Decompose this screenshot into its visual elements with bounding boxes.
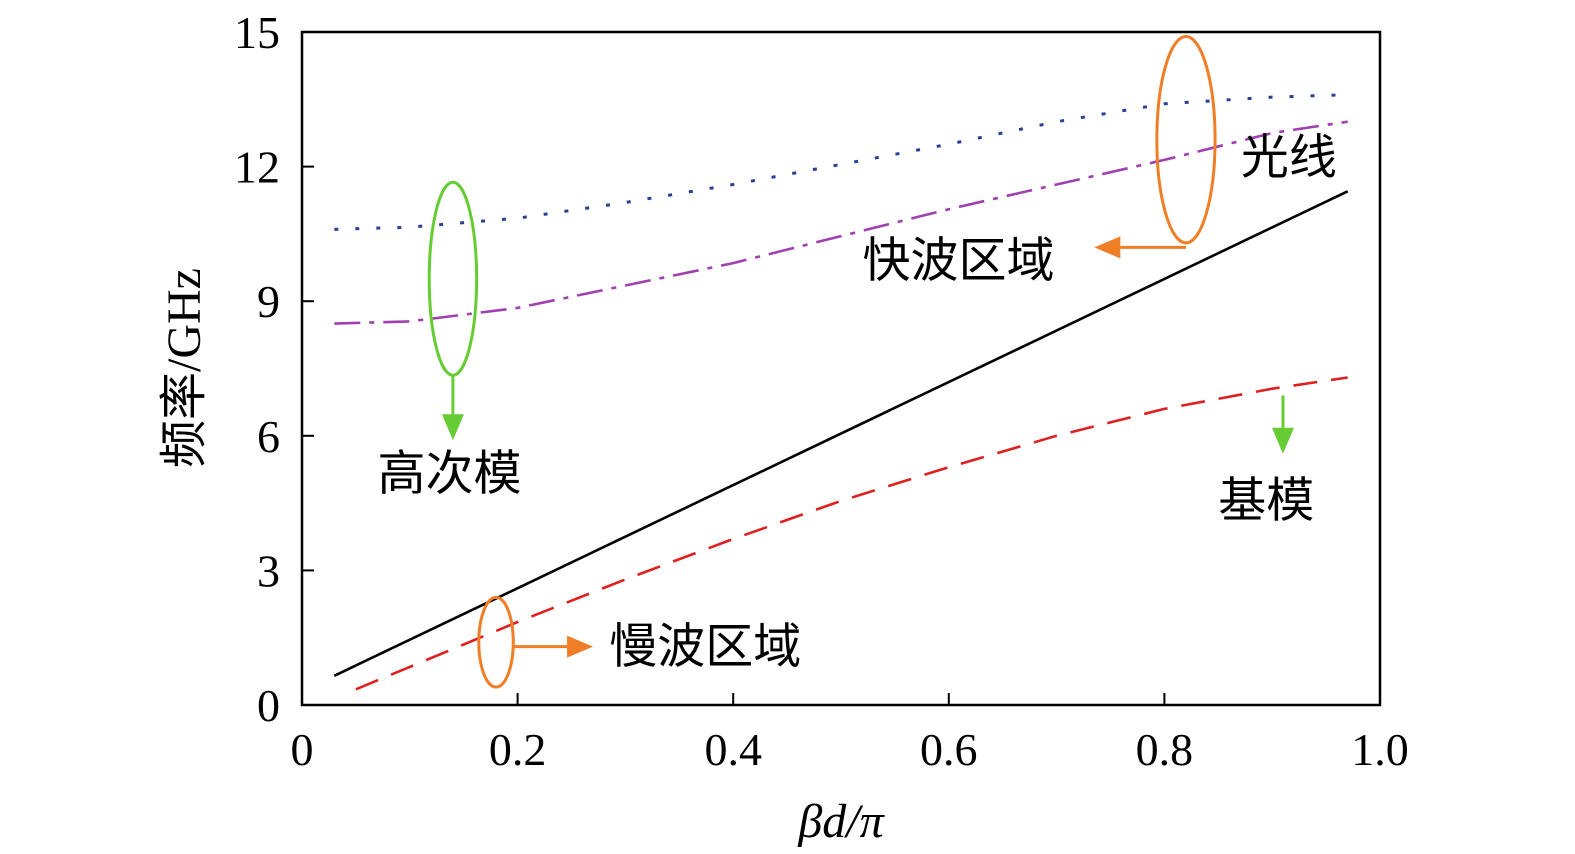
- high-order-ellipse: [427, 180, 479, 377]
- y-tick-label: 3: [257, 545, 280, 596]
- slow-wave-ellipse: [477, 595, 515, 689]
- light-line-label: 光线: [1241, 129, 1337, 185]
- marks-layer: [333, 93, 1349, 691]
- series-fundamental-mode: [355, 376, 1348, 691]
- series-light-line: [333, 190, 1349, 677]
- high-order-arrow: [441, 375, 464, 441]
- y-tick-label: 15: [234, 7, 280, 58]
- y-tick-label: 9: [257, 276, 280, 327]
- series-higher-mode-1: [334, 120, 1348, 325]
- y-tick-label: 12: [234, 142, 280, 193]
- plot-frame: [300, 30, 1382, 707]
- y-tick-label: 0: [257, 680, 280, 731]
- high-order-label: 高次模: [377, 446, 521, 502]
- x-tick-label: 0.8: [1136, 724, 1194, 775]
- ticks-layer: 0 0.2 0.4 0.6 0.8 1.0 0 3 6 9 12 15: [234, 7, 1409, 775]
- x-tick-label: 0.4: [704, 724, 762, 775]
- fundamental-arrow: [1271, 395, 1294, 454]
- x-tick-label: 0: [291, 724, 314, 775]
- x-tick-label: 0.2: [489, 724, 547, 775]
- fast-wave-ellipse: [1155, 34, 1217, 245]
- x-tick-label: 0.6: [920, 724, 978, 775]
- slow-wave-arrow: [513, 635, 594, 658]
- y-tick-label: 6: [257, 411, 280, 462]
- x-tick-label: 1.0: [1351, 724, 1409, 775]
- slow-wave-label: 慢波区域: [609, 618, 801, 674]
- x-axis-title: βd/π: [797, 795, 885, 848]
- fast-wave-label: 快波区域: [863, 233, 1055, 289]
- fast-wave-arrow: [1094, 236, 1186, 259]
- series-higher-mode-2: [334, 93, 1348, 231]
- y-axis-title: 频率/GHz: [158, 268, 211, 468]
- fundamental-label: 基模: [1218, 473, 1314, 529]
